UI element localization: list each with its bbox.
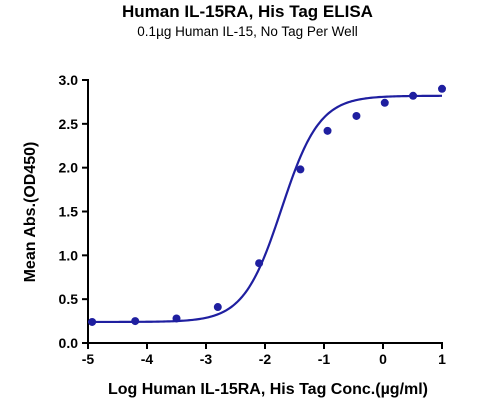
y-tick-label: 2.5 — [59, 116, 79, 132]
x-tick-label: 1 — [438, 351, 446, 367]
data-point — [323, 126, 332, 135]
data-point — [131, 317, 140, 326]
x-tick-label: 0 — [379, 351, 387, 367]
data-point — [438, 84, 446, 93]
x-tick-label: -2 — [259, 351, 272, 367]
x-tick-label: -4 — [141, 351, 154, 367]
data-point — [409, 91, 418, 100]
data-point — [88, 317, 97, 326]
x-tick-label: -3 — [200, 351, 213, 367]
data-point — [213, 303, 222, 312]
data-point — [255, 259, 264, 268]
data-point — [380, 98, 389, 107]
y-tick-label: 1.5 — [59, 204, 79, 220]
x-tick-label: -1 — [318, 351, 331, 367]
y-axis-label: Mean Abs.(OD450) — [22, 142, 39, 283]
x-tick-label: -5 — [82, 351, 95, 367]
chart-title: Human IL-15RA, His Tag ELISA — [122, 2, 373, 21]
y-tick-label: 3.0 — [59, 72, 79, 88]
y-tick-label: 2.0 — [59, 160, 79, 176]
data-point — [296, 165, 305, 174]
y-tick-label: 1.0 — [59, 247, 79, 263]
data-point — [352, 111, 361, 120]
data-point — [172, 314, 181, 323]
y-tick-label: 0.0 — [59, 335, 79, 351]
chart-subtitle: 0.1µg Human IL-15, No Tag Per Well — [137, 24, 358, 39]
y-tick-label: 0.5 — [59, 291, 79, 307]
fit-curve — [88, 94, 442, 324]
x-axis-label: Log Human IL-15RA, His Tag Conc.(µg/ml) — [108, 381, 428, 398]
